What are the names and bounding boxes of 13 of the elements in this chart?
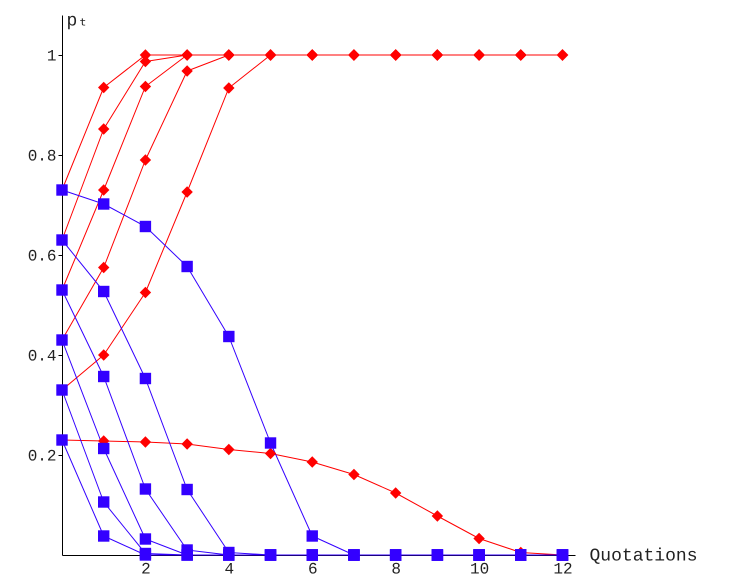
x-tick-label: 4 (224, 560, 234, 578)
x-tick-label: 6 (308, 560, 318, 578)
x-tick-label: 10 (470, 560, 490, 578)
x-tick-label: 2 (141, 560, 151, 578)
y-tick-label: 0.6 (28, 248, 56, 266)
y-tick-label: 0.8 (28, 148, 56, 166)
x-tick-label: 12 (553, 560, 573, 578)
x-axis-title: Quotations (590, 546, 698, 566)
y-tick-label: 0.4 (28, 348, 56, 366)
x-tick-label: 8 (391, 560, 401, 578)
y-axis-title: pₜ (66, 12, 88, 32)
y-tick-label: 0.2 (28, 448, 56, 466)
y-tick-label: 1 (46, 48, 56, 66)
